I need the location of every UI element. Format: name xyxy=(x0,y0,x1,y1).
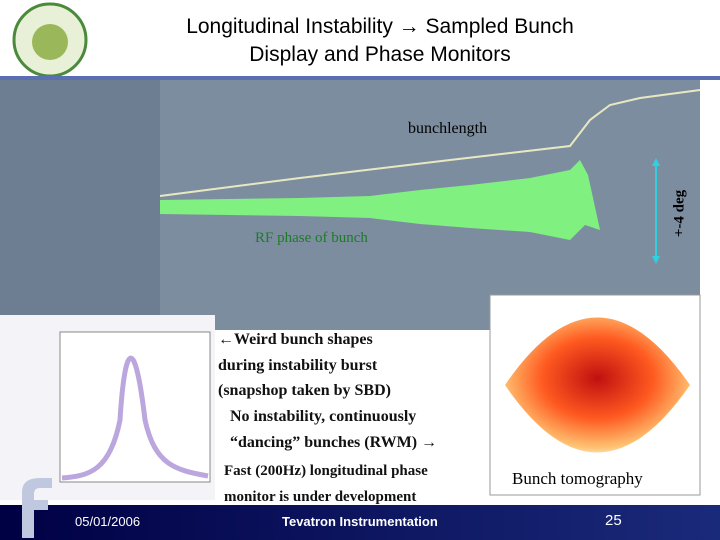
title-line: Display and Phase Monitors xyxy=(249,43,511,66)
page-number: 25 xyxy=(605,512,622,529)
bullet-line: “dancing” bunches (RWM) → xyxy=(230,433,438,451)
annotation: RF phase of bunch xyxy=(255,230,368,246)
footer-band xyxy=(0,505,720,540)
arrow-head xyxy=(652,256,660,264)
footer-date: 05/01/2006 xyxy=(75,514,141,529)
bullet-line: monitor is under development xyxy=(224,488,417,505)
tomography-image xyxy=(505,317,690,453)
bullet-line: (snapshop taken by SBD) xyxy=(218,382,391,399)
annotation: +-4 deg xyxy=(671,189,688,238)
bunch-shapes-curve xyxy=(61,355,209,481)
scope-labels xyxy=(0,80,160,330)
bullet-line: No instability, continuously xyxy=(230,408,417,425)
arrow-head xyxy=(652,158,660,166)
plot-frame xyxy=(59,331,211,483)
footer-title: Tevatron Instrumentation xyxy=(282,514,438,529)
footer-logo xyxy=(22,478,52,538)
phase-trace xyxy=(160,160,600,240)
bullet-line: ←Weird bunch shapes xyxy=(218,331,373,348)
bullet-line: Fast (200Hz) longitudinal phase xyxy=(224,463,428,479)
bunchlength-trace xyxy=(159,89,701,197)
bullet-line: during instability burst xyxy=(218,356,378,374)
logo-center xyxy=(32,24,68,60)
annotation: bunchlength xyxy=(408,120,488,137)
title-line: Longitudinal Instability → Sampled Bunch xyxy=(186,15,574,38)
caption: Bunch tomography xyxy=(512,469,643,488)
